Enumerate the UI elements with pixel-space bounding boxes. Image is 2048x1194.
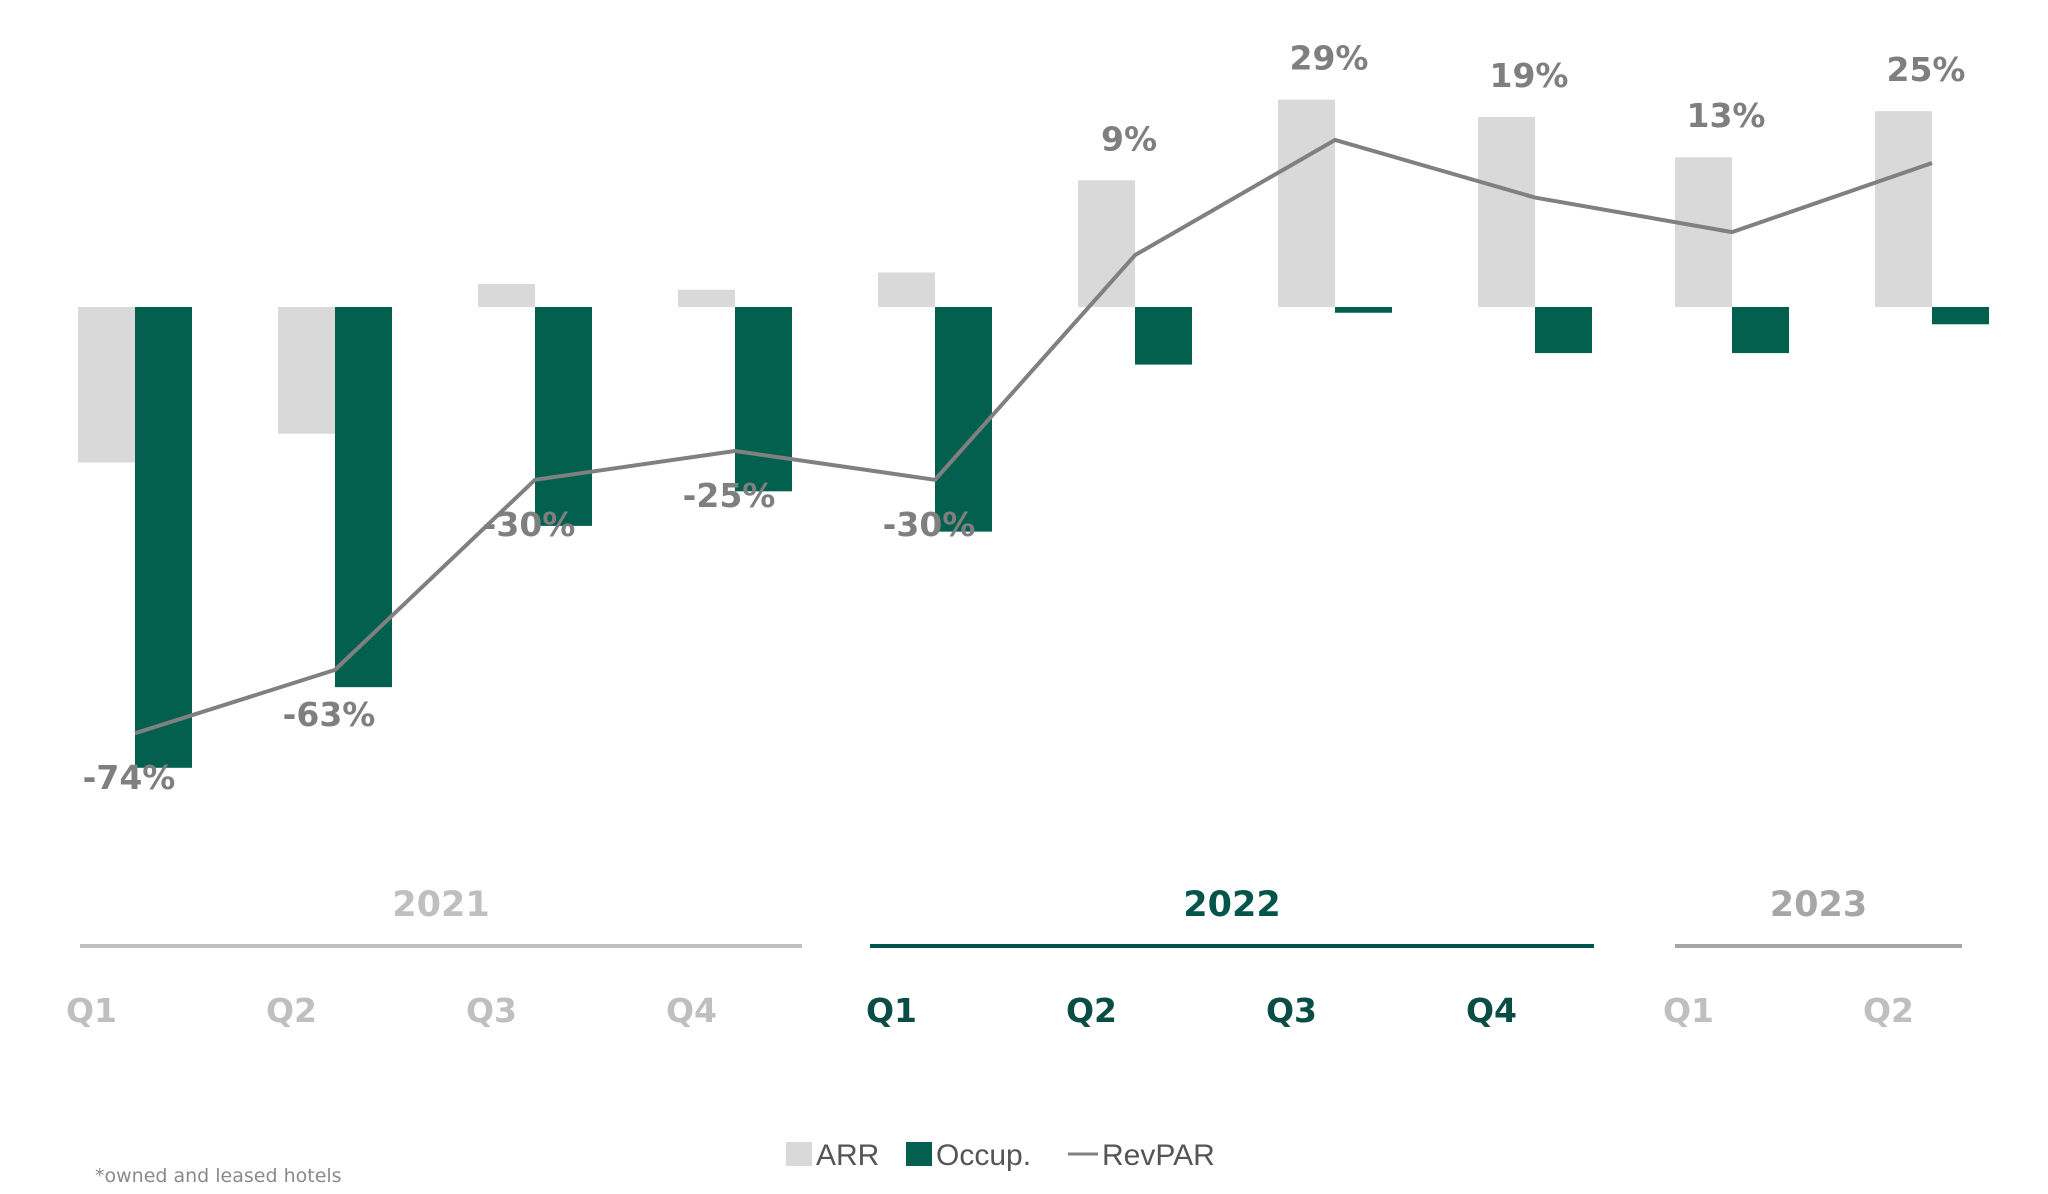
quarter-label-2023-Q2: Q2 bbox=[1863, 991, 1914, 1030]
revpar-data-label-3: -25% bbox=[683, 476, 776, 515]
arr-bar-7 bbox=[1478, 116, 1535, 307]
arr-bar-6 bbox=[1278, 99, 1335, 307]
occup-bar-1 bbox=[335, 307, 392, 688]
quarter-label-2022-Q3: Q3 bbox=[1266, 991, 1317, 1030]
occup-bar-5 bbox=[1135, 307, 1192, 365]
quarter-label-2022-Q2: Q2 bbox=[1066, 991, 1117, 1030]
occup-bar-8 bbox=[1732, 307, 1789, 354]
occup-bar-2 bbox=[535, 307, 592, 526]
revpar-data-label-2: -30% bbox=[483, 505, 576, 544]
arr-bar-3 bbox=[678, 289, 735, 307]
revpar-line bbox=[134, 137, 1933, 736]
arr-bar-4 bbox=[878, 272, 935, 307]
legend: ARR Occup. RevPAR bbox=[786, 1139, 1215, 1172]
revpar-data-label-5: 9% bbox=[1101, 119, 1157, 158]
revpar-data-label-7: 19% bbox=[1490, 56, 1569, 95]
legend-arr-label: ARR bbox=[816, 1139, 879, 1172]
quarter-label-2021-Q2: Q2 bbox=[266, 991, 317, 1030]
x-axis-layer: 2021 Q1 Q2 Q3 Q4 2022 Q1 Q2 Q3 Q4 2023 Q1 Q2 bbox=[66, 885, 1962, 1030]
arr-bar-2 bbox=[478, 283, 535, 307]
legend-occup-label: Occup. bbox=[936, 1139, 1031, 1172]
revpar-data-label-6: 29% bbox=[1290, 39, 1369, 78]
occup-bar-0 bbox=[135, 307, 192, 768]
occup-bar-6 bbox=[1335, 307, 1392, 313]
data-labels-layer: -74% -63% -30% -25% -30% 9% 29% 19% 13% 25% bbox=[83, 39, 1966, 798]
arr-bar-1 bbox=[278, 307, 335, 434]
year-label-2023: 2023 bbox=[1770, 885, 1867, 925]
quarter-label-2022-Q1: Q1 bbox=[866, 991, 917, 1030]
revpar-data-label-4: -30% bbox=[883, 505, 976, 544]
quarter-label-2023-Q1: Q1 bbox=[1663, 991, 1714, 1030]
year-label-2021: 2021 bbox=[392, 885, 489, 925]
quarter-label-2021-Q4: Q4 bbox=[666, 991, 717, 1030]
occup-bar-9 bbox=[1932, 307, 1989, 325]
quarter-label-2022-Q4: Q4 bbox=[1466, 991, 1517, 1030]
revpar-data-label-8: 13% bbox=[1687, 96, 1766, 135]
legend-occup-swatch bbox=[906, 1142, 932, 1166]
footnote: *owned and leased hotels bbox=[95, 1165, 342, 1187]
revpar-line-layer bbox=[134, 137, 1933, 736]
revpar-data-label-1: -63% bbox=[283, 695, 376, 734]
legend-revpar-label: RevPAR bbox=[1102, 1139, 1215, 1172]
revpar-data-label-9: 25% bbox=[1887, 50, 1966, 89]
quarter-label-2021-Q3: Q3 bbox=[466, 991, 517, 1030]
legend-arr-swatch bbox=[786, 1142, 812, 1166]
year-label-2022: 2022 bbox=[1183, 885, 1280, 925]
occup-bar-4 bbox=[935, 307, 992, 532]
bars-layer bbox=[78, 99, 1989, 768]
arr-bar-0 bbox=[78, 307, 135, 463]
occup-bar-7 bbox=[1535, 307, 1592, 354]
occup-bar-3 bbox=[735, 307, 792, 492]
arr-bar-9 bbox=[1875, 111, 1932, 307]
quarter-label-2021-Q1: Q1 bbox=[66, 991, 117, 1030]
revpar-data-label-0: -74% bbox=[83, 758, 176, 797]
